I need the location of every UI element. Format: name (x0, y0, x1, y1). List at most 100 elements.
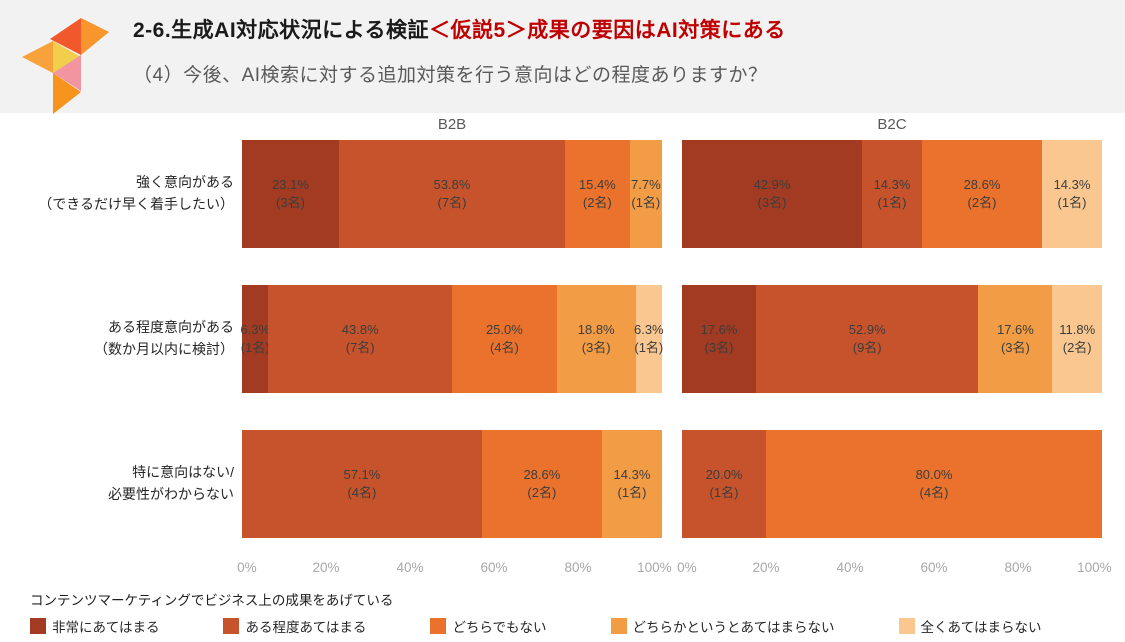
legend-item: ある程度あてはまる (223, 616, 366, 636)
bar-segment: 23.1% (3名) (242, 140, 340, 248)
segment-value-label: 25.0% (4名) (486, 321, 523, 357)
segment-pct: 52.9% (848, 321, 886, 337)
axis-tick-label: 100% (637, 560, 672, 575)
segment-count: (2名) (967, 195, 997, 210)
category-label-no-intent: 特に意向はない/ 必要性がわからない (108, 464, 234, 502)
segment-pct: 6.3% (240, 321, 271, 337)
bar-segment: 17.6% (3名) (978, 285, 1053, 393)
bar-segment: 14.3% (1名) (862, 140, 922, 248)
segment-value-label: 80.0% (4名) (916, 466, 953, 502)
segment-count: (3名) (704, 340, 734, 355)
bar-segment: 7.7% (1名) (629, 140, 662, 248)
segment-pct: 43.8% (341, 321, 379, 337)
segment-value-label: 15.4% (2名) (579, 176, 616, 212)
bar-segment: 25.0% (4名) (452, 285, 557, 393)
legend-label: どちらでもない (452, 620, 547, 635)
stacked-bar: 20.0% (1名) 80.0% (4名) (682, 430, 1102, 538)
segment-count: (4名) (347, 485, 377, 500)
axis-tick-label: 60% (480, 560, 508, 575)
legend-item: 全くあてはまらない (898, 616, 1041, 636)
segment-pct: 28.6% (523, 466, 561, 482)
stacked-bar: 42.9% (3名) 14.3% (1名) 28.6% (2名) 14.3% (1名) (682, 140, 1102, 248)
segment-pct: 6.3% (633, 321, 664, 337)
axis-tick-label: 0% (237, 560, 257, 575)
axis-tick-label: 100% (1077, 560, 1112, 575)
legend-item: 非常にあてはまる (30, 616, 159, 636)
segment-pct: 14.3% (1053, 176, 1091, 192)
axis-tick-label: 60% (920, 560, 948, 575)
segment-value-label: 14.3% (1名) (874, 176, 911, 212)
segment-pct: 17.6% (996, 321, 1034, 337)
segment-count: (1名) (240, 340, 270, 355)
chart-legend: 非常にあてはまる ある程度あてはまる どちらでもない どちらかというとあてはまらない 全… (30, 616, 1125, 636)
legend-swatch (430, 618, 447, 634)
category-label-strong-intent: 強く意向がある （できるだけ早く着手したい） (38, 174, 234, 212)
segment-count: (1名) (617, 485, 647, 500)
segment-value-label: 11.8% (2名) (1059, 321, 1095, 357)
stacked-bar: 6.3% (1名) 43.8% (7名) 25.0% (4名) 18.8% (3名) 6.3% (… (240, 285, 664, 393)
legend-label: どちらかというとあてはまらない (632, 620, 835, 635)
chart-area: 強く意向がある （できるだけ早く着手したい） ある程度意向がある （数か月以内に… (0, 113, 1125, 576)
bar-segment: 20.0% (1名) (682, 430, 766, 538)
header-titles: 2-6.生成AI対応状況による検証＜仮説5＞成果の要因はAI対策にある （4）今… (0, 0, 1125, 87)
segment-value-label: 14.3% (1名) (614, 466, 651, 502)
bar-segment: 53.8% (7名) (339, 140, 565, 248)
segment-value-label: 52.9% (9名) (849, 321, 886, 357)
segment-pct: 7.7% (631, 176, 661, 192)
bar-segment: 52.9% (9名) (756, 285, 979, 393)
legend-swatch (30, 618, 46, 634)
axis-tick-label: 20% (752, 560, 780, 575)
plot-b2c: B2C 42.9% (3名) 14.3% (1名) 28.6% (2名) 14.3% (1名)… (677, 116, 1112, 576)
slide-subtitle: （4）今後、AI検索に対する追加対策を行う意向はどの程度ありますか？ (133, 65, 768, 86)
axis-tick-label: 40% (836, 560, 864, 575)
slide-title-highlight: ＜仮説5＞成果の要因はAI対策にある (429, 19, 786, 42)
segment-pct: 80.0% (915, 466, 953, 482)
bar-segment: 15.4% (2名) (564, 140, 630, 248)
legend-label: 非常にあてはまる (52, 620, 160, 635)
segment-count: (3名) (757, 195, 787, 210)
segment-count: (3名) (1000, 340, 1030, 355)
segment-value-label: 14.3% (1名) (1054, 176, 1091, 212)
bar-segment: 17.6% (3名) (682, 285, 756, 393)
segment-pct: 11.8% (1059, 321, 1096, 337)
category-labels-column: 強く意向がある （できるだけ早く着手したい） ある程度意向がある （数か月以内に… (30, 116, 242, 576)
axis-tick-label: 80% (564, 560, 592, 575)
slide-title-main: 2-6.生成AI対応状況による検証 (133, 19, 430, 42)
bar-segment: 11.8% (2名) (1052, 285, 1103, 393)
segment-count: (1名) (631, 195, 661, 210)
segment-count: (3名) (581, 340, 611, 355)
segment-value-label: 28.6% (2名) (964, 176, 1001, 212)
stacked-bar: 57.1% (4名) 28.6% (2名) 14.3% (1名) (242, 430, 662, 538)
stacked-bar: 17.6% (3名) 52.9% (9名) 17.6% (3名) 11.8% (2名) (682, 285, 1103, 393)
segment-count: (2名) (527, 485, 557, 500)
axis-tick-label: 40% (396, 560, 424, 575)
plot-b2b: B2B 23.1% (3名) 53.8% (7名) 15.4% (2名) 7.7% (1名) 6… (237, 116, 672, 576)
category-label-some-intent: ある程度意向がある （数か月以内に検討） (94, 319, 234, 357)
segment-count: (7名) (345, 340, 375, 355)
segment-pct: 42.9% (753, 176, 791, 192)
segment-count: (9名) (852, 340, 882, 355)
legend-swatch (223, 618, 240, 634)
segment-pct: 20.0% (705, 466, 743, 482)
bars-b2b: 23.1% (3名) 53.8% (7名) 15.4% (2名) 7.7% (1名) 6.3% (… (240, 140, 664, 538)
segment-count: (3名) (276, 195, 305, 210)
segment-pct: 18.8% (577, 321, 615, 337)
legend-label: ある程度あてはまる (245, 620, 367, 635)
segment-count: (2名) (1062, 340, 1092, 355)
segment-value-label: 18.8% (3名) (578, 321, 615, 357)
bar-segment: 80.0% (4名) (766, 430, 1102, 538)
segment-value-label: 17.6% (3名) (997, 321, 1034, 357)
segment-value-label: 17.6% (3名) (701, 321, 738, 357)
slide-title: 2-6.生成AI対応状況による検証＜仮説5＞成果の要因はAI対策にある (133, 14, 1125, 44)
segment-value-label: 6.3% (1名) (240, 321, 270, 357)
bar-segment: 57.1% (4名) (242, 430, 482, 538)
segment-value-label: 28.6% (2名) (523, 466, 560, 502)
company-logo-icon (22, 18, 109, 114)
bar-segment: 28.6% (2名) (922, 140, 1042, 248)
segment-pct: 28.6% (963, 176, 1001, 192)
segment-count: (4名) (919, 485, 949, 500)
bar-segment: 14.3% (1名) (601, 430, 662, 538)
stacked-bar: 23.1% (3名) 53.8% (7名) 15.4% (2名) 7.7% (1名) (242, 140, 662, 248)
segment-pct: 14.3% (873, 176, 911, 192)
legend-swatch (898, 618, 915, 634)
